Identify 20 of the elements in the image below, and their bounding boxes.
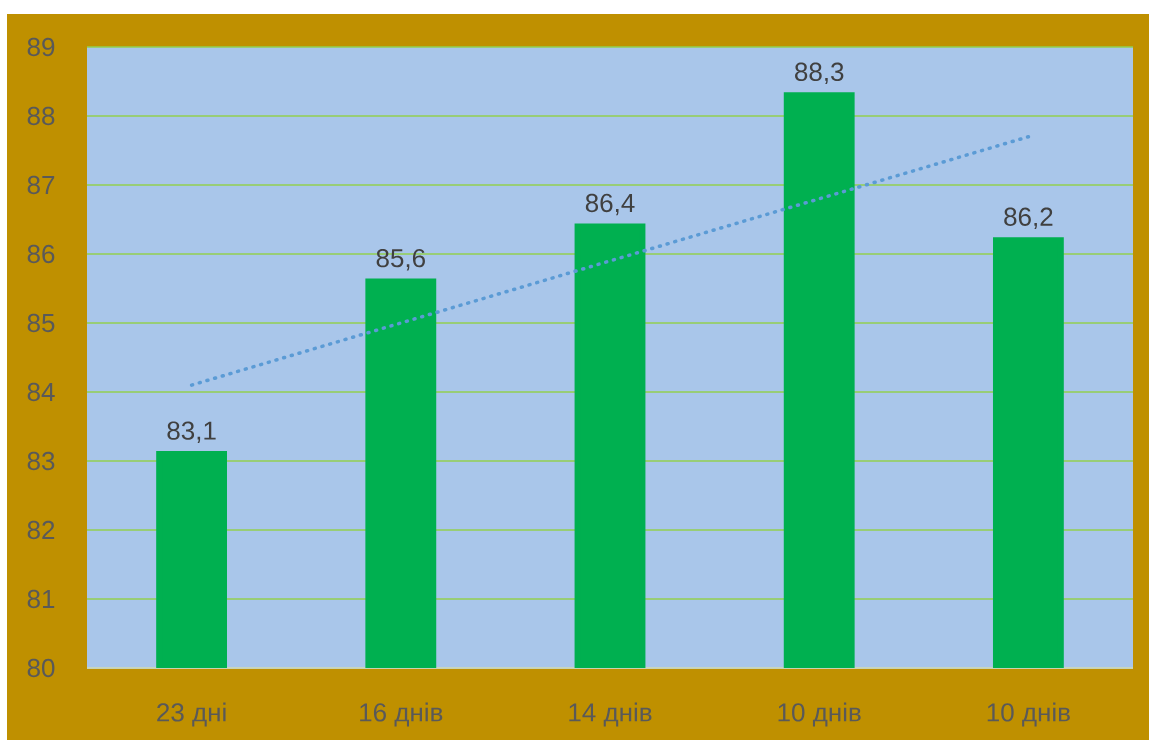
y-tick-label: 87 <box>27 175 55 195</box>
y-tick-label: 82 <box>27 520 55 540</box>
x-tick-label: 10 днів <box>778 702 861 727</box>
data-label: 86,2 <box>1004 207 1053 229</box>
y-tick-label: 85 <box>27 313 55 333</box>
y-tick-label: 84 <box>27 382 55 402</box>
y-tick-label: 86 <box>27 244 55 264</box>
data-label: 83,1 <box>167 421 216 443</box>
x-tick-label: 10 днів <box>987 702 1070 727</box>
data-label: 86,4 <box>585 193 635 216</box>
x-tick-label: 14 днів <box>569 702 652 727</box>
y-tick-label: 80 <box>27 658 55 678</box>
y-tick-label: 81 <box>27 589 55 609</box>
y-tick-label: 83 <box>27 451 55 471</box>
y-tick-label: 89 <box>27 37 55 57</box>
x-tick-label: 23 дні <box>157 702 226 727</box>
y-tick-label: 88 <box>27 106 55 126</box>
data-label: 88,3 <box>795 62 844 85</box>
x-tick-label: 16 днів <box>360 702 443 727</box>
data-label: 85,6 <box>376 248 425 271</box>
